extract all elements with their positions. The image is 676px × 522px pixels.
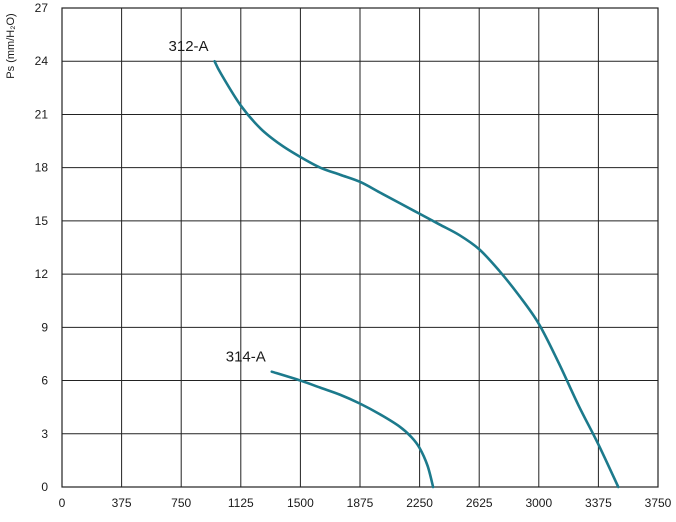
plot-frame [61, 7, 659, 488]
y-tick-label: 15 [35, 214, 49, 228]
y-tick-label: 6 [41, 374, 48, 388]
grid [62, 8, 658, 487]
y-tick-label: 3 [41, 427, 48, 441]
x-tick-label: 2625 [466, 496, 493, 510]
x-tick-label: 1875 [347, 496, 374, 510]
y-tick-label: 18 [35, 161, 49, 175]
x-tick-label: 1125 [228, 496, 254, 510]
x-tick-label: 750 [171, 496, 191, 510]
series-label-312-a: 312-A [169, 38, 209, 55]
series-line-314-a [270, 370, 435, 489]
axes: 0 375 750 1125 1500 1875 2250 2625 3000 3375 3750 0… [35, 1, 672, 510]
y-axis-title: Ps (mm/H₂O) [5, 13, 17, 78]
x-tick-label: 3375 [585, 496, 612, 510]
series-label-314-a: 314-A [226, 349, 266, 366]
labels: 312-A 314-A [169, 38, 266, 365]
y-tick-label: 21 [35, 107, 49, 121]
y-tick-label: 24 [35, 54, 49, 68]
x-tick-label: 2250 [406, 496, 433, 510]
y-tick-label: 9 [41, 320, 48, 334]
x-tick-label: 0 [59, 496, 66, 510]
y-tick-label: 0 [41, 480, 48, 494]
x-tick-label: 375 [112, 496, 132, 510]
series [213, 59, 620, 489]
x-tick-label: 3000 [525, 496, 552, 510]
x-tick-label: 1500 [287, 496, 314, 510]
y-tick-label: 12 [35, 267, 49, 281]
x-tick-label: 3750 [645, 496, 672, 510]
series-line-312-a [213, 59, 620, 489]
y-tick-label: 27 [35, 1, 49, 15]
